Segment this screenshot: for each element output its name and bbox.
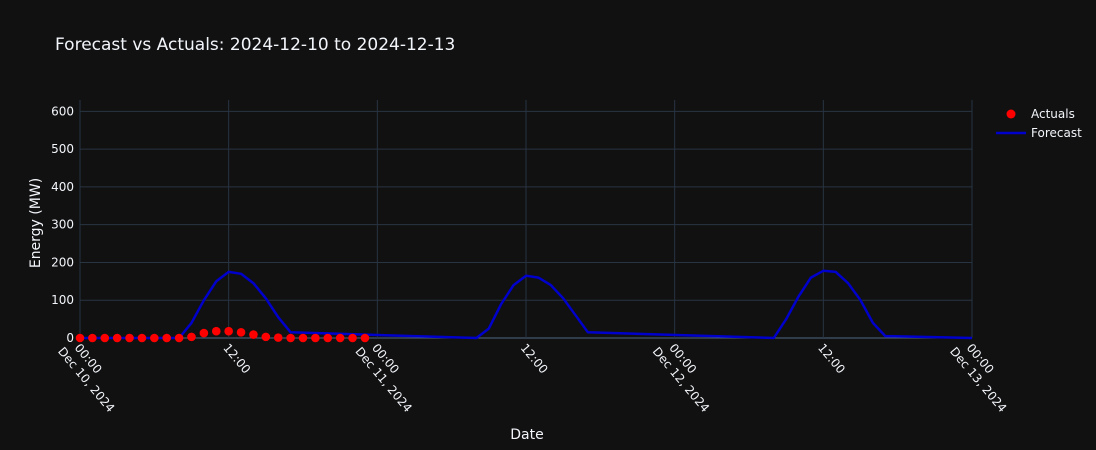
forecast-series <box>80 269 973 340</box>
actuals-point <box>137 333 147 343</box>
actuals-point <box>100 333 110 343</box>
actuals-point <box>348 333 357 343</box>
actuals-point <box>273 333 283 342</box>
y-tick-label: 100 <box>51 293 74 307</box>
actuals-point <box>211 326 221 336</box>
actuals-point <box>187 332 196 342</box>
chart-title: Forecast vs Actuals: 2024-12-10 to 2024-… <box>55 35 455 55</box>
legend-actuals-label: Actuals <box>1031 107 1075 121</box>
legend-item-actuals[interactable]: Actuals <box>1006 107 1075 121</box>
actuals-point <box>261 332 271 342</box>
actuals-point <box>88 333 97 343</box>
legend-forecast-label: Forecast <box>1031 126 1082 140</box>
y-tick-label: 600 <box>51 104 74 118</box>
actuals-point <box>199 328 209 338</box>
y-tick-label: 300 <box>51 218 74 232</box>
y-tick-label: 200 <box>51 255 74 269</box>
actuals-point <box>224 326 233 336</box>
actuals-point <box>112 333 122 343</box>
actuals-point <box>335 333 345 343</box>
y-tick-labels: 0 100 200 300 400 500 600 <box>51 104 74 345</box>
actuals-point <box>174 333 184 343</box>
legend-actuals-marker <box>1006 109 1016 119</box>
y-tick-label: 400 <box>51 180 74 194</box>
actuals-point <box>311 333 320 343</box>
actuals-point <box>162 333 172 343</box>
actuals-point <box>323 333 333 343</box>
actuals-point <box>360 333 370 343</box>
actuals-point <box>298 333 308 343</box>
actuals-point <box>75 333 85 343</box>
actuals-series <box>75 326 370 343</box>
y-tick-label: 500 <box>51 142 74 156</box>
y-tick-label: 0 <box>66 331 74 345</box>
actuals-point <box>236 328 246 337</box>
actuals-point <box>249 330 258 339</box>
x-axis-title: Date <box>510 427 543 443</box>
grid-layer <box>79 100 973 339</box>
y-axis-title: Energy (MW) <box>28 178 44 268</box>
legend-item-forecast[interactable]: Forecast <box>996 126 1082 140</box>
actuals-point <box>150 333 159 343</box>
actuals-point <box>286 333 295 343</box>
forecast-line <box>80 269 973 340</box>
legend[interactable]: Actuals Forecast <box>996 107 1082 140</box>
actuals-point <box>125 333 134 343</box>
